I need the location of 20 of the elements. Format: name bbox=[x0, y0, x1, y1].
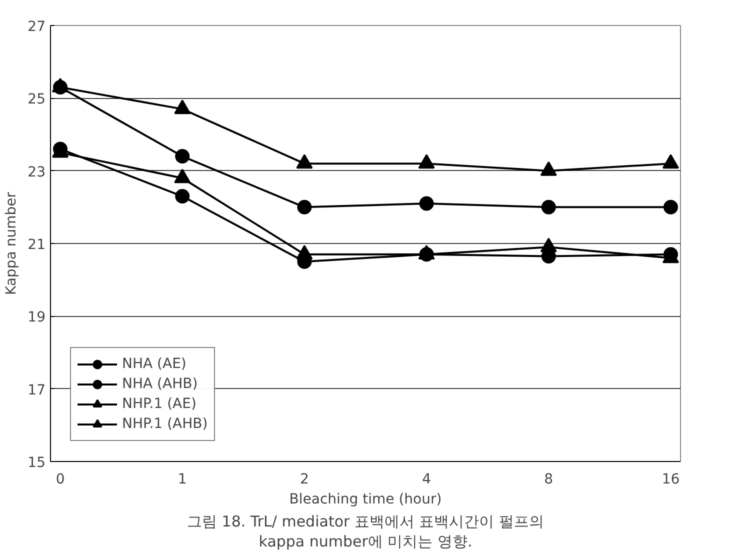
x-tick-label: 16 bbox=[662, 472, 680, 488]
y-tick-label: 19 bbox=[28, 310, 46, 326]
y-axis-title: Kappa number bbox=[4, 192, 20, 295]
y-tick-label: 21 bbox=[28, 237, 46, 253]
x-tick-label: 2 bbox=[300, 472, 309, 488]
y-tick-label: 23 bbox=[28, 164, 46, 180]
x-axis-title: Bleaching time (hour) bbox=[289, 492, 442, 508]
legend-label: NHP.1 (AHB) bbox=[122, 416, 208, 432]
legend-label: NHA (AHB) bbox=[122, 376, 198, 392]
x-tick-label: 1 bbox=[178, 472, 187, 488]
x-tick-label: 4 bbox=[422, 472, 432, 488]
legend-label: NHA (AE) bbox=[122, 356, 186, 372]
x-tick-label: 0 bbox=[56, 472, 65, 488]
legend-label: NHP.1 (AE) bbox=[122, 396, 196, 412]
y-tick-label: 25 bbox=[28, 92, 46, 108]
x-tick-label: 8 bbox=[544, 472, 554, 488]
y-tick-label: 17 bbox=[28, 382, 46, 398]
caption: 그림 18. TrL/ mediator 표백에서 표백시간이 펄프의 kappa number에 미치는 영향. bbox=[187, 512, 544, 550]
y-tick-label: 15 bbox=[28, 455, 46, 471]
y-tick-label: 27 bbox=[28, 19, 46, 35]
